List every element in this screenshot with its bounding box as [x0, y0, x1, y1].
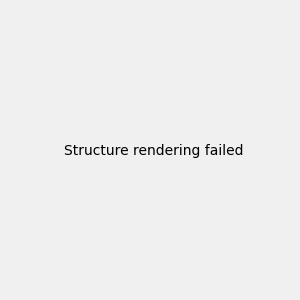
Text: Structure rendering failed: Structure rendering failed [64, 145, 244, 158]
